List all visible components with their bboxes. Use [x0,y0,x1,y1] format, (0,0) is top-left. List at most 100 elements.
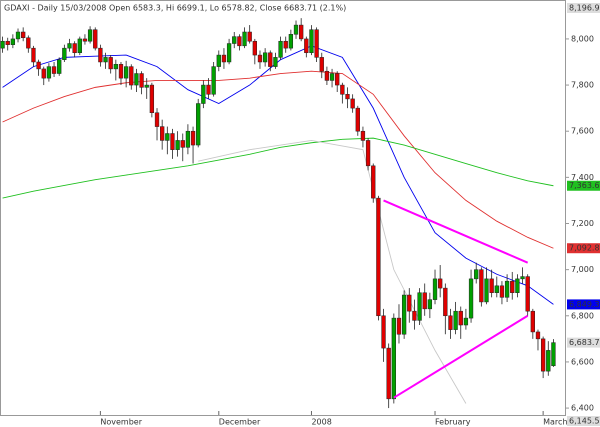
x-tick-label: February [435,418,471,427]
candle-body [201,84,206,104]
candle-body [57,59,62,74]
candle-body [31,47,36,63]
candle-body [154,112,160,127]
candle-body [108,57,113,70]
candle-body [371,165,376,199]
candle-body [391,317,396,400]
candle-body [247,31,252,42]
candle-body [170,133,175,150]
plot-frame [0,0,566,416]
candle-body [355,107,360,132]
candle-body [5,40,10,45]
price-label-box [567,3,600,13]
y-tick-label: 7,000 [571,265,594,274]
x-tick-label: December [219,418,261,427]
candle-body [10,38,16,45]
candle-body [72,43,77,54]
candle-body [329,73,335,81]
candle-body [293,24,299,35]
candle-body [319,57,324,72]
candle-body [268,52,273,67]
moving-average [2,137,554,199]
y-tick-label: 7,200 [571,219,594,228]
moving-average [2,70,554,249]
candle-body [21,31,26,39]
candle-body [41,68,46,79]
price-label-box [567,243,600,254]
price-label: 7,363.62 [569,181,600,190]
candle-body [46,66,52,79]
candle-body [340,84,345,95]
chart-title: GDAXI - Daily 15/03/2008 Open 6583.3, Hi… [4,4,346,13]
y-tick-label: 6,600 [571,357,594,366]
candle-body [484,278,489,303]
x-tick-label: 2008 [311,418,331,427]
candle-body [540,338,546,372]
candle-body [36,61,41,70]
candle-body [113,64,118,70]
x-tick-label: November [100,418,142,427]
candle-body [350,98,355,109]
candle-body [525,276,530,312]
candle-body [118,64,124,79]
candle-body [165,133,170,141]
candle-body [530,310,535,333]
candle-body [196,103,201,146]
price-label-box [567,416,600,426]
candle-body [489,278,494,293]
candle-body [443,287,448,317]
candle-body [211,66,216,95]
candle-body [87,29,93,42]
candle-body [226,43,232,63]
moving-average [198,139,467,404]
candle-body [139,73,144,88]
candle-body [0,40,5,49]
price-label: 8,196.96 [569,4,600,13]
price-label-box [567,299,600,310]
candle-body [160,126,165,141]
candle-body [345,94,350,100]
candle-body [546,350,551,372]
candle-body [93,29,98,49]
candle-body [427,299,433,310]
candle-body [62,47,67,60]
price-label-box [567,337,600,348]
candle-body [504,280,510,298]
price-label: 6,849.31 [569,300,600,309]
candle-body [401,294,407,335]
candle-body [324,70,330,81]
x-tick-label: March [543,418,567,427]
candle-body [26,37,31,49]
candle-body [335,73,340,86]
candle-body [216,54,221,67]
candle-body [453,310,458,330]
candle-body [278,40,283,58]
candle-body [252,40,257,56]
candle-body [463,317,469,326]
candle-body [98,47,103,63]
candle-body [448,315,453,330]
candle-body [432,278,438,300]
candle-body [149,84,155,113]
candle-body [273,57,278,67]
candle-body [365,140,371,167]
y-tick-label: 6,400 [571,404,594,413]
price-label-box [567,180,600,191]
y-tick-label: 7,600 [571,127,594,136]
candle-body [438,278,443,289]
candle-body [412,310,417,321]
candle-body [67,43,72,49]
candle-body [407,294,412,312]
candle-body [499,285,505,298]
candle-body [232,36,237,44]
candle-body [15,31,21,40]
candle-body [376,197,381,317]
candle-body [314,29,319,58]
candle-body [309,29,314,54]
candle-body [242,31,247,47]
candle-body [422,292,427,310]
candle-body [299,24,304,40]
candle-body [535,331,541,340]
candle-body [77,38,82,54]
